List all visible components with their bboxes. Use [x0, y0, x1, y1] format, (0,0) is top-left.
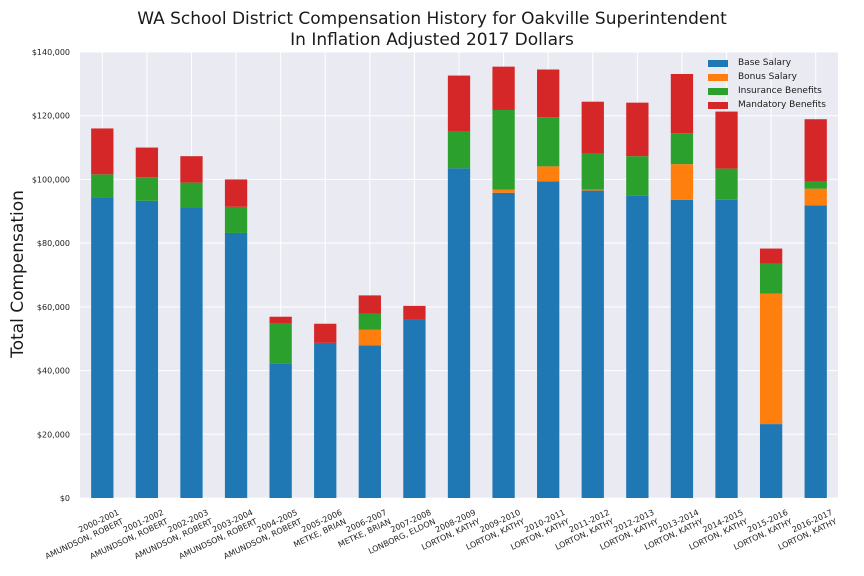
- bar-segment-insurance: [670, 133, 694, 165]
- y-tick-label: $120,000: [32, 112, 70, 121]
- bar-segment-insurance: [581, 153, 604, 190]
- bar-segment-bonus: [537, 166, 560, 182]
- bar-segment-base: [447, 168, 471, 498]
- y-tick-labels: $0 $20,000 $40,000 $60,000 $80,000 $100,000 $1…: [32, 48, 70, 503]
- y-tick-label: $80,000: [37, 239, 70, 248]
- bar-segment-base: [180, 207, 203, 498]
- bar-segment-bonus: [804, 188, 827, 206]
- legend-label-insurance: Insurance Benefits: [738, 86, 822, 96]
- bar-segment-base: [670, 199, 694, 498]
- bar-segment-insurance: [715, 168, 738, 200]
- bar-segment-mandatory: [358, 295, 381, 314]
- bar-segment-mandatory: [537, 69, 560, 118]
- bar-segment-mandatory: [581, 101, 604, 154]
- bar-segment-base: [804, 205, 827, 498]
- bar-segment-mandatory: [180, 156, 203, 183]
- bar-segment-mandatory: [759, 248, 783, 264]
- legend-item-base: Base Salary: [708, 56, 826, 70]
- y-tick-label: $20,000: [37, 430, 70, 439]
- bar-segment-base: [135, 200, 159, 498]
- bar-segment-base: [224, 232, 248, 498]
- bar-segment-mandatory: [447, 75, 471, 132]
- bar-segment-mandatory: [626, 102, 649, 157]
- bar-segment-insurance: [180, 182, 203, 208]
- bar-segment-insurance: [358, 313, 381, 330]
- bar-segment-insurance: [447, 131, 471, 169]
- legend-item-bonus: Bonus Salary: [708, 70, 826, 84]
- bar-segment-mandatory: [804, 119, 827, 182]
- bar-segment-mandatory: [314, 323, 337, 343]
- legend-swatch-insurance: [708, 87, 728, 95]
- bar-segment-base: [715, 199, 738, 498]
- bar-segment-insurance: [537, 117, 560, 167]
- bar-segment-base: [358, 345, 381, 498]
- bar-segment-insurance: [626, 156, 649, 196]
- bar-segment-bonus: [358, 329, 381, 346]
- bar-segment-insurance: [269, 323, 292, 364]
- bar-segment-insurance: [135, 177, 159, 201]
- legend-swatch-bonus: [708, 73, 728, 81]
- chart-title: WA School District Compensation History …: [137, 9, 727, 29]
- bar-segment-base: [314, 342, 337, 498]
- bar-segment-insurance: [91, 174, 114, 198]
- bar-segment-mandatory: [670, 73, 694, 134]
- y-tick-label: $140,000: [32, 48, 70, 57]
- bar-segment-mandatory: [492, 66, 515, 110]
- legend-item-mandatory: Mandatory Benefits: [708, 98, 826, 112]
- bar-segment-base: [581, 190, 604, 499]
- y-tick-label: $60,000: [37, 303, 70, 312]
- bar-segment-mandatory: [403, 305, 426, 320]
- chart-subtitle: In Inflation Adjusted 2017 Dollars: [290, 30, 574, 50]
- bar-segment-insurance: [804, 181, 827, 189]
- bar-segment-bonus: [759, 293, 783, 425]
- bar-segment-mandatory: [135, 147, 159, 178]
- bar-segment-base: [269, 363, 292, 498]
- y-tick-label: $0: [60, 494, 70, 503]
- bar-segment-mandatory: [715, 111, 738, 169]
- bar-segment-base: [492, 192, 515, 498]
- bar-segment-base: [537, 181, 560, 498]
- bar-segment-base: [626, 195, 649, 498]
- bar-segment-insurance: [759, 263, 783, 294]
- bar-segment-bonus: [670, 164, 694, 200]
- legend-swatch-base: [708, 59, 728, 67]
- legend-label-mandatory: Mandatory Benefits: [738, 100, 826, 110]
- bar-segment-base: [759, 424, 783, 498]
- bar-segment-insurance: [492, 109, 515, 190]
- y-tick-label: $40,000: [37, 367, 70, 376]
- bar-segment-base: [91, 197, 114, 498]
- legend-label-bonus: Bonus Salary: [738, 72, 797, 82]
- bar-segment-bonus: [581, 189, 604, 191]
- legend-item-insurance: Insurance Benefits: [708, 84, 826, 98]
- bars: [91, 66, 827, 499]
- legend: Base Salary Bonus Salary Insurance Benef…: [708, 56, 826, 112]
- bar-segment-base: [403, 319, 426, 498]
- y-tick-label: $100,000: [32, 175, 70, 184]
- bar-segment-bonus: [492, 189, 515, 193]
- bar-segment-mandatory: [91, 128, 114, 175]
- bar-segment-mandatory: [224, 179, 248, 207]
- legend-label-base: Base Salary: [738, 58, 792, 68]
- bar-segment-mandatory: [269, 316, 292, 324]
- bar-segment-insurance: [224, 206, 248, 233]
- legend-swatch-mandatory: [708, 101, 728, 109]
